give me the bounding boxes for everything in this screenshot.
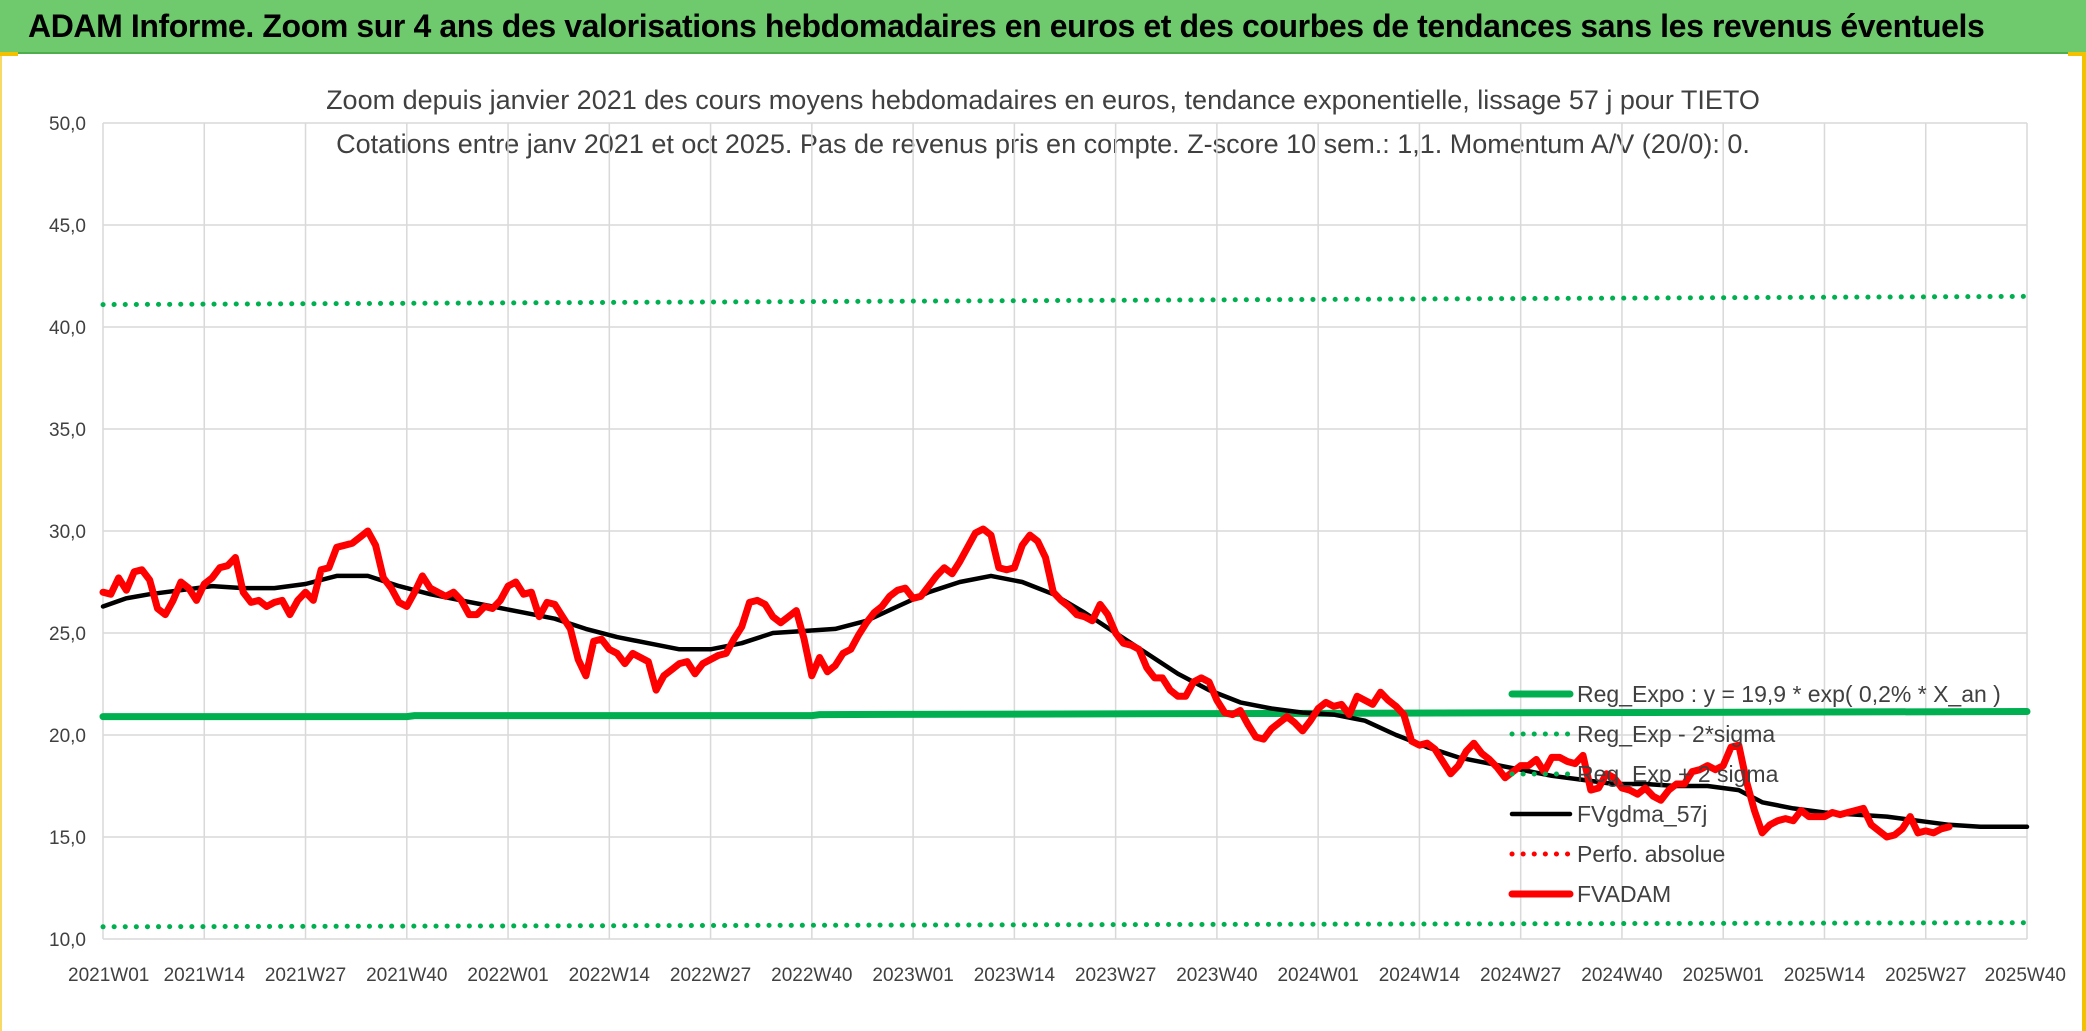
y-tick-label: 10,0	[49, 930, 86, 951]
series-line-reg_exp	[100, 920, 2030, 930]
legend-label: Perfo. absolue	[1577, 841, 1725, 867]
series-lines	[99, 293, 2031, 930]
grid	[102, 122, 2028, 940]
series-line-fvadam	[99, 525, 1953, 841]
frame-border-right	[2082, 56, 2086, 1031]
x-tick-label: 2022W40	[771, 965, 852, 986]
x-tick-label: 2024W40	[1581, 965, 1662, 986]
x-tick-label: 2024W27	[1480, 965, 1561, 986]
x-tick-label: 2021W27	[265, 965, 346, 986]
legend-label: FVgdma_57j	[1577, 801, 1707, 827]
series-line-reg_exp	[100, 293, 2030, 308]
x-tick-label: 2025W01	[1683, 965, 1764, 986]
x-tick-label: 2021W40	[366, 965, 447, 986]
y-tick-label: 25,0	[49, 624, 86, 645]
x-tick-label: 2023W27	[1075, 965, 1156, 986]
legend-label: Reg_Exp - 2*sigma	[1577, 721, 1775, 747]
x-tick-label: 2021W14	[164, 965, 246, 986]
chart-title: Zoom depuis janvier 2021 des cours moyen…	[326, 85, 1760, 115]
x-tick-label: 2025W40	[1985, 965, 2066, 986]
x-tick-label: 2025W14	[1784, 965, 1866, 986]
x-tick-label: 2023W40	[1176, 965, 1257, 986]
x-tick-label: 2024W14	[1379, 965, 1461, 986]
x-tick-label: 2025W27	[1885, 965, 1966, 986]
x-tick-label: 2024W01	[1277, 965, 1358, 986]
legend-label: Reg_Exp + 2 sigma	[1577, 761, 1779, 787]
x-tick-label: 2022W27	[670, 965, 751, 986]
y-tick-label: 20,0	[49, 726, 86, 747]
y-tick-label: 35,0	[49, 420, 86, 441]
legend: Reg_Expo : y = 19,9 * exp( 0,2% * X_an )…	[1508, 681, 2001, 907]
legend-label: FVADAM	[1577, 881, 1671, 907]
chart-subtitle: Cotations entre janv 2021 et oct 2025. P…	[336, 129, 1750, 159]
x-tick-label: 2022W14	[569, 965, 651, 986]
x-tick-label: 2022W01	[467, 965, 548, 986]
legend-label: Reg_Expo : y = 19,9 * exp( 0,2% * X_an )	[1577, 681, 2001, 707]
frame-border-left	[0, 56, 2, 1031]
axes: 10,0 15,0 20,0 25,0 30,0 35,0 40,0 45,0 50,0 2021…	[49, 114, 2066, 986]
y-tick-label: 15,0	[49, 828, 86, 849]
x-tick-label: 2021W01	[68, 965, 149, 986]
report-title: ADAM Informe. Zoom sur 4 ans des valoris…	[28, 8, 1985, 44]
series-line-reg_expo	[99, 708, 2031, 721]
y-tick-label: 45,0	[49, 216, 86, 237]
y-tick-label: 50,0	[49, 114, 86, 135]
title-banner: ADAM Informe. Zoom sur 4 ans des valoris…	[0, 0, 2086, 54]
frame-corner-right	[2068, 52, 2086, 56]
y-tick-label: 30,0	[49, 522, 86, 543]
frame-corner-left	[0, 52, 18, 56]
x-tick-label: 2023W14	[974, 965, 1056, 986]
x-tick-label: 2023W01	[872, 965, 953, 986]
y-tick-label: 40,0	[49, 318, 86, 339]
